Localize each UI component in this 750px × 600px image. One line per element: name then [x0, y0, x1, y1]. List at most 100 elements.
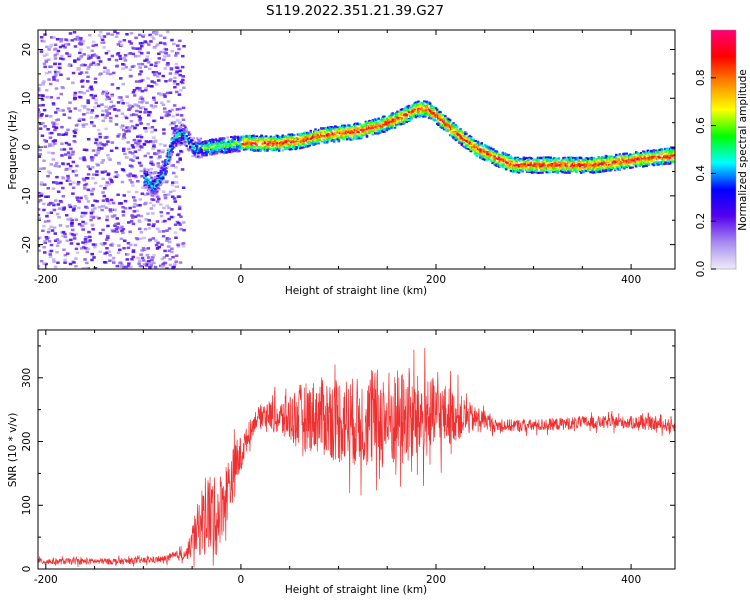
heat-cell: [605, 159, 609, 161]
heat-cell: [152, 171, 156, 175]
heat-cell: [200, 148, 204, 151]
heat-cell: [61, 109, 65, 112]
heat-cell: [119, 126, 124, 129]
heat-cell: [560, 170, 563, 173]
heat-cell: [467, 140, 470, 143]
heat-cell: [505, 168, 508, 171]
heat-cell: [120, 263, 124, 267]
heat-cell: [299, 144, 302, 147]
heat-cell: [140, 41, 145, 45]
heat-cell: [65, 225, 70, 228]
heat-cell: [129, 74, 133, 78]
heat-cell: [156, 162, 160, 165]
heat-cell: [171, 133, 174, 136]
heat-cell: [588, 167, 591, 170]
heat-cell: [496, 158, 500, 161]
heat-cell: [368, 131, 371, 134]
heat-cell: [208, 151, 212, 154]
heat-cell: [144, 140, 148, 143]
heat-cell: [553, 167, 556, 169]
heat-cell: [55, 212, 60, 216]
heat-cell: [99, 242, 104, 245]
heat-cell: [161, 103, 166, 107]
heat-cell: [100, 36, 104, 39]
heat-cell: [148, 172, 151, 175]
heat-cell: [189, 133, 192, 136]
heat-cell: [43, 241, 47, 244]
heat-cell: [349, 138, 352, 141]
heat-cell: [455, 134, 459, 137]
heat-cell: [61, 162, 65, 165]
heat-cell: [98, 132, 102, 136]
heat-cell: [156, 43, 160, 46]
heat-cell: [90, 192, 94, 196]
heat-cell: [138, 204, 142, 207]
heat-cell: [68, 167, 72, 171]
heat-cell: [247, 138, 250, 141]
heat-cell: [163, 67, 167, 70]
heat-cell: [307, 132, 310, 135]
heat-cell: [422, 102, 425, 105]
heat-cell: [130, 214, 134, 217]
heat-cell: [149, 156, 153, 159]
heat-cell: [137, 115, 141, 118]
heat-cell: [485, 159, 488, 162]
heat-cell: [126, 264, 131, 268]
heat-cell: [451, 125, 454, 128]
heat-cell: [134, 175, 138, 179]
heat-cell: [455, 131, 459, 134]
heat-cell: [62, 148, 67, 151]
heat-cell: [81, 220, 85, 224]
heat-cell: [160, 150, 165, 154]
heat-cell: [311, 136, 315, 139]
heat-cell: [121, 206, 125, 209]
heat-cell: [127, 104, 131, 108]
heat-cell: [106, 153, 110, 157]
heat-cell: [42, 246, 46, 249]
heat-cell: [214, 144, 218, 147]
heat-cell: [196, 143, 199, 146]
heat-cell: [91, 208, 95, 211]
heat-cell: [565, 171, 569, 174]
heat-cell: [459, 132, 462, 135]
heat-cell: [100, 147, 104, 150]
heat-cell: [251, 147, 254, 150]
heat-cell: [575, 170, 578, 173]
heat-cell: [140, 175, 144, 178]
heat-cell: [577, 158, 580, 161]
heat-cell: [529, 162, 533, 165]
heat-cell: [115, 264, 120, 268]
heat-cell: [143, 172, 146, 175]
heat-cell: [38, 144, 40, 147]
heat-cell: [82, 118, 86, 121]
heat-cell: [525, 166, 528, 169]
heat-cell: [259, 136, 262, 139]
heat-cell: [263, 149, 267, 152]
heat-cell: [90, 159, 94, 162]
heat-cell: [55, 175, 59, 179]
heat-cell: [42, 224, 46, 228]
heat-cell: [51, 202, 55, 205]
heat-cell: [407, 119, 411, 121]
heat-cell: [162, 177, 165, 180]
heat-cell: [355, 128, 358, 131]
heat-cell: [462, 139, 466, 142]
heat-cell: [470, 150, 473, 153]
heat-cell: [162, 175, 165, 178]
heat-cell: [157, 57, 162, 60]
heat-cell: [143, 154, 147, 158]
heat-cell: [81, 39, 86, 43]
heat-cell: [85, 266, 89, 269]
heat-cell: [150, 198, 154, 201]
heat-cell: [455, 126, 459, 129]
heat-cell: [113, 224, 117, 227]
heat-cell: [430, 107, 433, 110]
heat-cell: [170, 121, 175, 125]
heat-cell: [132, 138, 137, 142]
heat-cell: [299, 143, 302, 146]
heat-cell: [296, 140, 300, 143]
heat-cell: [96, 163, 100, 167]
heat-cell: [165, 91, 170, 95]
heat-cell: [140, 44, 144, 48]
heat-cell: [287, 139, 290, 142]
